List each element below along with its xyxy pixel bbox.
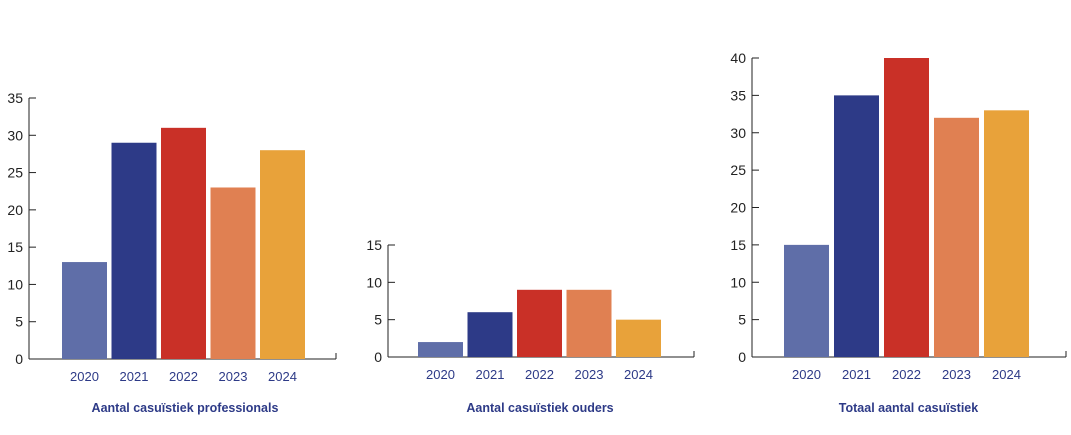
bar-2020 xyxy=(784,244,829,357)
chart-title: Aantal casuïstiek ouders xyxy=(466,401,614,415)
bar-2024 xyxy=(260,150,305,359)
y-tick-label: 10 xyxy=(366,274,382,290)
y-tick-label: 15 xyxy=(730,237,746,253)
x-tick-label: 2022 xyxy=(525,367,554,382)
bar-2024 xyxy=(984,110,1029,357)
y-tick-label: 5 xyxy=(15,314,23,330)
chart-totaal-svg: 0 5 10 15 20 25 30 35 40 2020 2021 2022 2023 2024 xyxy=(730,50,1067,382)
x-tick-label: 2021 xyxy=(120,369,149,384)
bar-2020 xyxy=(62,262,107,359)
y-tick-label: 0 xyxy=(374,349,382,365)
x-tick-label: 2024 xyxy=(624,367,653,382)
x-tick-label: 2022 xyxy=(169,369,198,384)
y-tick-label: 15 xyxy=(366,237,382,253)
bar-2021 xyxy=(467,312,513,357)
bar-2024 xyxy=(616,319,661,357)
bar-2023 xyxy=(210,187,256,359)
y-tick-label: 20 xyxy=(730,200,746,216)
y-tick-label: 40 xyxy=(730,50,746,66)
y-tick-label: 0 xyxy=(738,349,746,365)
y-tick-label: 5 xyxy=(738,312,746,328)
bar-2022 xyxy=(161,127,206,359)
x-tick-label: 2024 xyxy=(992,367,1021,382)
chart-totaal: 0 5 10 15 20 25 30 35 40 2020 2021 2022 2023 2024 Tot… xyxy=(726,0,1071,435)
chart-ouders: 0 5 10 15 2020 2021 2022 2023 2024 Aantal casuïs… xyxy=(355,0,695,435)
y-tick-label: 30 xyxy=(730,125,746,141)
x-tick-label: 2020 xyxy=(70,369,99,384)
bar-2020 xyxy=(418,342,463,357)
y-tick-label: 10 xyxy=(7,276,23,292)
y-tick-label: 25 xyxy=(7,165,23,181)
y-tick-label: 30 xyxy=(7,127,23,143)
bar-2021 xyxy=(111,142,157,359)
chart-ouders-svg: 0 5 10 15 2020 2021 2022 2023 2024 xyxy=(366,237,695,382)
y-tick-label: 25 xyxy=(730,162,746,178)
y-tick-label: 35 xyxy=(7,90,23,106)
x-tick-label: 2023 xyxy=(575,367,604,382)
y-tick-label: 15 xyxy=(7,239,23,255)
bar-2022 xyxy=(517,289,562,357)
y-tick-label: 5 xyxy=(374,312,382,328)
x-tick-label: 2024 xyxy=(268,369,297,384)
bar-2023 xyxy=(934,117,979,357)
x-tick-label: 2023 xyxy=(942,367,971,382)
y-tick-label: 10 xyxy=(730,274,746,290)
x-tick-label: 2022 xyxy=(892,367,921,382)
bar-2022 xyxy=(884,58,929,357)
y-tick-label: 0 xyxy=(15,351,23,367)
x-tick-label: 2020 xyxy=(426,367,455,382)
x-tick-label: 2023 xyxy=(219,369,248,384)
chart-professionals-svg: 0 5 10 15 20 25 30 35 2020 2021 2022 2023 2024 xyxy=(7,90,337,384)
chart-professionals: 0 5 10 15 20 25 30 35 2020 2021 2022 2023 2024 Aanta… xyxy=(0,0,340,435)
x-tick-label: 2020 xyxy=(792,367,821,382)
y-tick-label: 35 xyxy=(730,87,746,103)
x-tick-label: 2021 xyxy=(842,367,871,382)
chart-title: Totaal aantal casuïstiek xyxy=(838,401,979,415)
x-tick-label: 2021 xyxy=(476,367,505,382)
chart-title: Aantal casuïstiek professionals xyxy=(91,401,279,415)
bar-2023 xyxy=(566,289,612,357)
bar-2021 xyxy=(834,95,879,357)
y-tick-label: 20 xyxy=(7,202,23,218)
